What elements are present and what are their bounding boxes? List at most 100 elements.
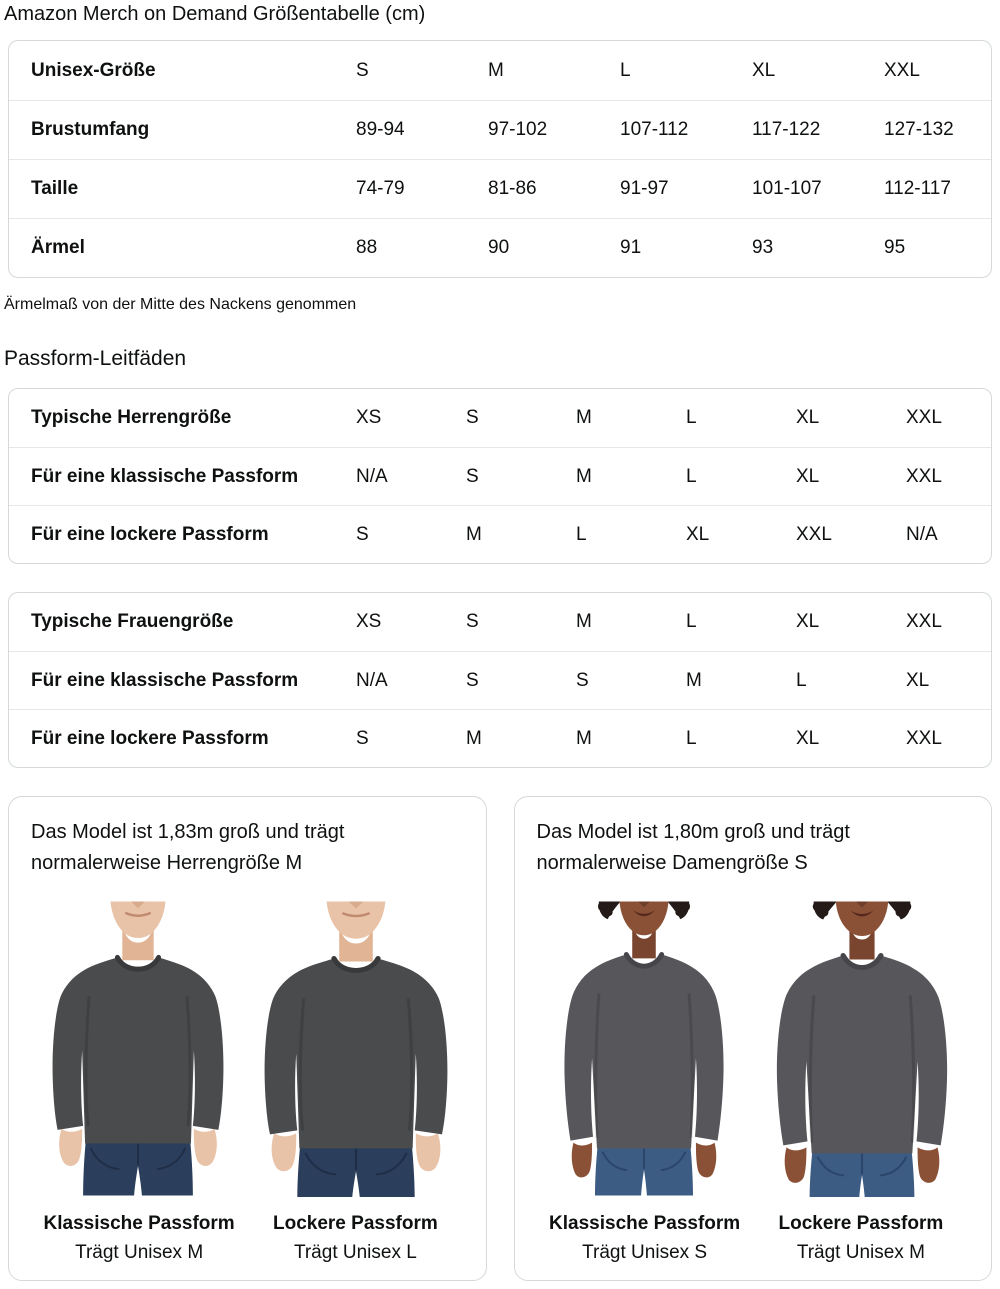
table-cell: N/A <box>356 465 388 487</box>
table-cell: 81-86 <box>488 178 537 199</box>
table-cell: M <box>686 669 702 691</box>
table-cell: 101-107 <box>752 178 822 199</box>
classic-fit-caption: Klassische Passform Trägt Unisex M <box>31 1210 247 1268</box>
table-cell: 91-97 <box>620 178 669 199</box>
female-model-illustration <box>764 900 960 1197</box>
male-model-illustration <box>258 900 454 1197</box>
row-label: Für eine klassische Passform <box>31 465 299 487</box>
mens-fit-table: Typische Herrengröße XS S M L XL XXL Für eine k… <box>8 388 992 564</box>
table-cell: XL <box>796 611 820 632</box>
womens-fit-table: Typische Frauengröße XS S M L XL XXL Für eine k… <box>8 592 992 768</box>
table-cell: XXL <box>906 611 942 632</box>
table-cell: 127-132 <box>884 119 954 140</box>
row-label: Typische Herrengröße <box>31 407 232 428</box>
table-cell: M <box>576 727 592 749</box>
table-cell: 74-79 <box>356 178 405 199</box>
table-cell: 112-117 <box>884 178 951 199</box>
table-cell: XS <box>356 611 382 632</box>
model-description: Das Model ist 1,80m groß und trägt norma… <box>536 821 850 874</box>
table-cell: XL <box>796 727 820 749</box>
table-row: Für eine klassische Passform N/A S M L XL XXL <box>9 447 991 505</box>
model-photos <box>537 900 970 1197</box>
caption-subtitle: Trägt Unisex M <box>75 1242 204 1263</box>
unisex-size-table: Unisex-Größe S M L XL XXL Brustumfang 89-94 97-1… <box>8 40 992 278</box>
table-row: Brustumfang 89-94 97-102 107-112 117-122 127-… <box>9 100 991 159</box>
table-cell: XL <box>752 59 776 81</box>
female-model-illustration <box>546 900 742 1197</box>
fit-guides-heading: Passform-Leitfäden <box>4 347 187 370</box>
table-row: Typische Frauengröße XS S M L XL XXL <box>9 593 991 651</box>
table-row: Für eine lockere Passform S M L XL XXL N/A <box>9 505 991 563</box>
table-row: Taille 74-79 81-86 91-97 101-107 112-117 <box>9 159 991 218</box>
row-label: Für eine klassische Passform <box>31 669 299 691</box>
table-cell: L <box>686 465 697 487</box>
caption-title: Lockere Passform <box>778 1213 944 1234</box>
table-row: Unisex-Größe S M L XL XXL <box>9 41 991 100</box>
fit-captions: Klassische Passform Trägt Unisex S Locke… <box>537 1210 970 1268</box>
table-cell: XXL <box>796 523 832 545</box>
table-cell: S <box>466 669 479 691</box>
classic-fit-caption: Klassische Passform Trägt Unisex S <box>537 1210 753 1268</box>
caption-subtitle: Trägt Unisex M <box>796 1242 925 1263</box>
table-cell: S <box>356 727 369 749</box>
fit-captions: Klassische Passform Trägt Unisex M Locke… <box>31 1210 464 1268</box>
table-cell: S <box>466 407 479 428</box>
table-cell: 91 <box>620 237 642 258</box>
row-label: Ärmel <box>31 237 85 258</box>
page-title: Amazon Merch on Demand Größentabelle (cm… <box>4 3 426 25</box>
male-model-classic-fit-photo <box>40 900 236 1197</box>
table-cell: M <box>466 727 482 749</box>
row-label: Unisex-Größe <box>31 59 156 81</box>
table-cell: N/A <box>906 523 938 545</box>
table-cell: XL <box>906 669 930 691</box>
table-cell: M <box>576 465 592 487</box>
table-cell: L <box>796 669 807 691</box>
table-cell: L <box>686 611 697 632</box>
female-model-loose-fit-photo <box>764 900 960 1197</box>
table-row: Ärmel 88 90 91 93 95 <box>9 218 991 277</box>
table-cell: XXL <box>884 59 920 81</box>
table-cell: M <box>466 523 482 545</box>
table-cell: XXL <box>906 465 942 487</box>
table-cell: 89-94 <box>356 119 405 140</box>
caption-title: Lockere Passform <box>273 1213 438 1234</box>
table-row: Typische Herrengröße XS S M L XL XXL <box>9 389 991 447</box>
table-cell: 97-102 <box>488 119 548 140</box>
table-cell: 117-122 <box>752 119 821 140</box>
table-row: Für eine klassische Passform N/A S S M L XL <box>9 651 991 709</box>
table-cell: 90 <box>488 237 510 258</box>
sleeve-measurement-note: Ärmelmaß von der Mitte des Nackens genom… <box>4 296 357 313</box>
table-cell: S <box>356 523 369 545</box>
table-cell: M <box>576 611 592 632</box>
table-cell: XL <box>796 465 820 487</box>
table-cell: S <box>356 59 369 81</box>
table-cell: N/A <box>356 669 388 691</box>
table-cell: 88 <box>356 237 378 258</box>
table-cell: XL <box>796 407 820 428</box>
table-cell: L <box>686 407 697 428</box>
caption-subtitle: Trägt Unisex S <box>582 1242 708 1263</box>
table-cell: XXL <box>906 407 942 428</box>
row-label: Taille <box>31 178 79 199</box>
table-cell: XS <box>356 407 382 428</box>
table-cell: 93 <box>752 237 774 258</box>
table-cell: L <box>576 523 587 545</box>
caption-title: Klassische Passform <box>549 1213 741 1234</box>
row-label: Typische Frauengröße <box>31 611 234 632</box>
table-cell: S <box>466 465 479 487</box>
row-label: Für eine lockere Passform <box>31 523 269 545</box>
female-model-classic-fit-photo <box>546 900 742 1197</box>
table-cell: 95 <box>884 237 906 258</box>
caption-title: Klassische Passform <box>43 1213 235 1234</box>
model-cards: Das Model ist 1,83m groß und trägt norma… <box>8 796 992 1281</box>
table-cell: M <box>488 59 504 81</box>
table-row: Für eine lockere Passform S M M L XL XXL <box>9 709 991 767</box>
row-label: Für eine lockere Passform <box>31 727 269 749</box>
table-cell: S <box>466 611 479 632</box>
table-cell: S <box>576 669 589 691</box>
table-cell: L <box>686 727 697 749</box>
model-description: Das Model ist 1,83m groß und trägt norma… <box>31 821 345 874</box>
womens-model-card: Das Model ist 1,80m groß und trägt norma… <box>513 796 992 1281</box>
row-label: Brustumfang <box>31 119 150 140</box>
